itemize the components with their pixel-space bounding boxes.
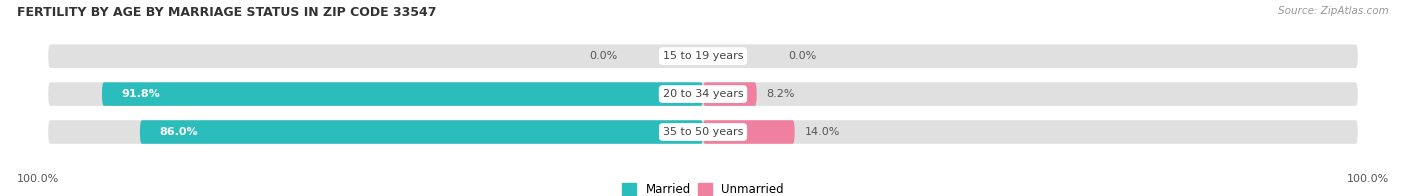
Text: 86.0%: 86.0% <box>159 127 198 137</box>
FancyBboxPatch shape <box>48 82 1358 106</box>
Text: 20 to 34 years: 20 to 34 years <box>662 89 744 99</box>
Text: 14.0%: 14.0% <box>804 127 839 137</box>
Text: 91.8%: 91.8% <box>121 89 160 99</box>
Text: FERTILITY BY AGE BY MARRIAGE STATUS IN ZIP CODE 33547: FERTILITY BY AGE BY MARRIAGE STATUS IN Z… <box>17 6 436 19</box>
FancyBboxPatch shape <box>48 120 1358 144</box>
FancyBboxPatch shape <box>141 120 703 144</box>
Text: 15 to 19 years: 15 to 19 years <box>662 51 744 61</box>
FancyBboxPatch shape <box>703 82 756 106</box>
Text: 100.0%: 100.0% <box>1347 174 1389 184</box>
Legend: Married, Unmarried: Married, Unmarried <box>621 183 785 196</box>
FancyBboxPatch shape <box>48 44 1358 68</box>
FancyBboxPatch shape <box>703 120 794 144</box>
Text: 100.0%: 100.0% <box>17 174 59 184</box>
Text: Source: ZipAtlas.com: Source: ZipAtlas.com <box>1278 6 1389 16</box>
FancyBboxPatch shape <box>101 82 703 106</box>
Text: 0.0%: 0.0% <box>589 51 617 61</box>
Text: 8.2%: 8.2% <box>766 89 794 99</box>
Text: 35 to 50 years: 35 to 50 years <box>662 127 744 137</box>
Text: 0.0%: 0.0% <box>789 51 817 61</box>
